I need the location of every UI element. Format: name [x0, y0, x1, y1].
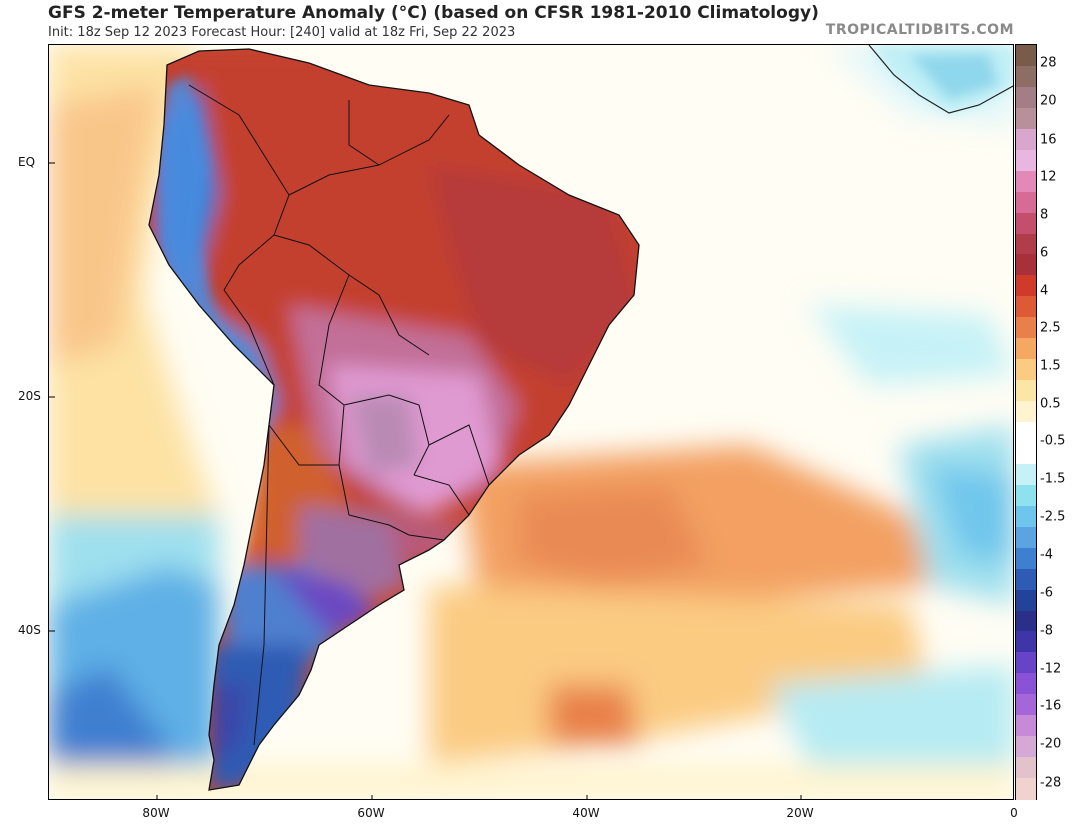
country-borders [188, 84, 490, 746]
chart-title: GFS 2-meter Temperature Anomaly (°C) (ba… [48, 3, 819, 23]
latitude-label: 20S [18, 389, 41, 403]
colorbar-segment [1016, 568, 1036, 591]
forecast-info: Init: 18z Sep 12 2023 Forecast Hour: [24… [48, 25, 516, 40]
colorbar-segment [1016, 484, 1036, 507]
colorbar-segment [1016, 296, 1036, 318]
colorbar-segment [1016, 652, 1036, 674]
colorbar-segment [1016, 694, 1036, 716]
colorbar-segment [1016, 107, 1036, 130]
latitude-label: 40S [18, 623, 41, 637]
colorbar-label: 6 [1040, 245, 1049, 261]
colorbar-segment [1016, 65, 1036, 88]
colorbar-segment [1016, 233, 1036, 256]
colorbar-segment [1016, 45, 1036, 67]
colorbar-segment [1016, 338, 1036, 360]
colorbar-segment [1016, 526, 1036, 549]
colorbar-label: 4 [1040, 283, 1049, 299]
colorbar-segment [1016, 401, 1036, 423]
colorbar-segment [1016, 610, 1036, 633]
longitude-label: 60W [357, 806, 385, 820]
colorbar-label: 8 [1040, 207, 1049, 223]
longitude-label: 80W [142, 806, 170, 820]
ocean-anomaly-field [49, 45, 1013, 799]
colorbar-segment [1016, 212, 1036, 235]
colorbar-label: 0.5 [1040, 396, 1061, 412]
longitude-label: 0 [1010, 806, 1018, 820]
colorbar-segment [1016, 673, 1036, 695]
colorbar-segment [1016, 359, 1036, 381]
colorbar-segment [1016, 589, 1036, 612]
longitude-label: 20W [786, 806, 814, 820]
colorbar-segment [1016, 736, 1036, 758]
colorbar-segment [1016, 380, 1036, 402]
colorbar-segment [1016, 631, 1036, 653]
colorbar-segment [1016, 715, 1036, 737]
colorbar-segment [1016, 275, 1036, 297]
brand-watermark: TROPICALTIDBITS.COM [825, 22, 1014, 38]
colorbar-label: -0.5 [1040, 433, 1066, 449]
colorbar-segment [1016, 547, 1036, 570]
colorbar-segment [1016, 170, 1036, 193]
colorbar-segment [1016, 463, 1036, 486]
colorbar-label: 20 [1040, 93, 1057, 109]
colorbar-segment [1016, 149, 1036, 172]
colorbar-segment [1016, 442, 1036, 465]
colorbar-label: -2.5 [1040, 509, 1066, 525]
colorbar-label: 1.5 [1040, 358, 1061, 374]
colorbar-segment [1016, 505, 1036, 528]
colorbar-label: -1.5 [1040, 471, 1066, 487]
colorbar-segment [1016, 128, 1036, 151]
sa-coastline [148, 48, 640, 791]
latitude-label: EQ [18, 155, 36, 169]
colorbar [1015, 44, 1037, 800]
anomaly-map [48, 44, 1014, 800]
colorbar-label: 28 [1040, 55, 1057, 71]
colorbar-label: -6 [1040, 585, 1053, 601]
colorbar-label: 2.5 [1040, 320, 1061, 336]
colorbar-label: -12 [1040, 661, 1062, 677]
colorbar-segment [1016, 317, 1036, 339]
colorbar-segment [1016, 778, 1036, 800]
longitude-label: 40W [572, 806, 600, 820]
colorbar-segment [1016, 757, 1036, 779]
colorbar-label: 12 [1040, 169, 1057, 185]
colorbar-label: -20 [1040, 736, 1062, 752]
colorbar-segment [1016, 254, 1036, 276]
colorbar-segment [1016, 191, 1036, 214]
graticule-ticks [49, 162, 802, 799]
colorbar-label: -16 [1040, 698, 1062, 714]
africa-coast [869, 45, 1013, 113]
colorbar-segment [1016, 422, 1036, 444]
map-canvas [49, 45, 1013, 799]
colorbar-label: 16 [1040, 132, 1057, 148]
colorbar-label: -8 [1040, 623, 1053, 639]
colorbar-label: -4 [1040, 547, 1053, 563]
colorbar-label: -28 [1040, 775, 1062, 791]
africa-coastline [868, 45, 1013, 114]
colorbar-segment [1016, 86, 1036, 109]
